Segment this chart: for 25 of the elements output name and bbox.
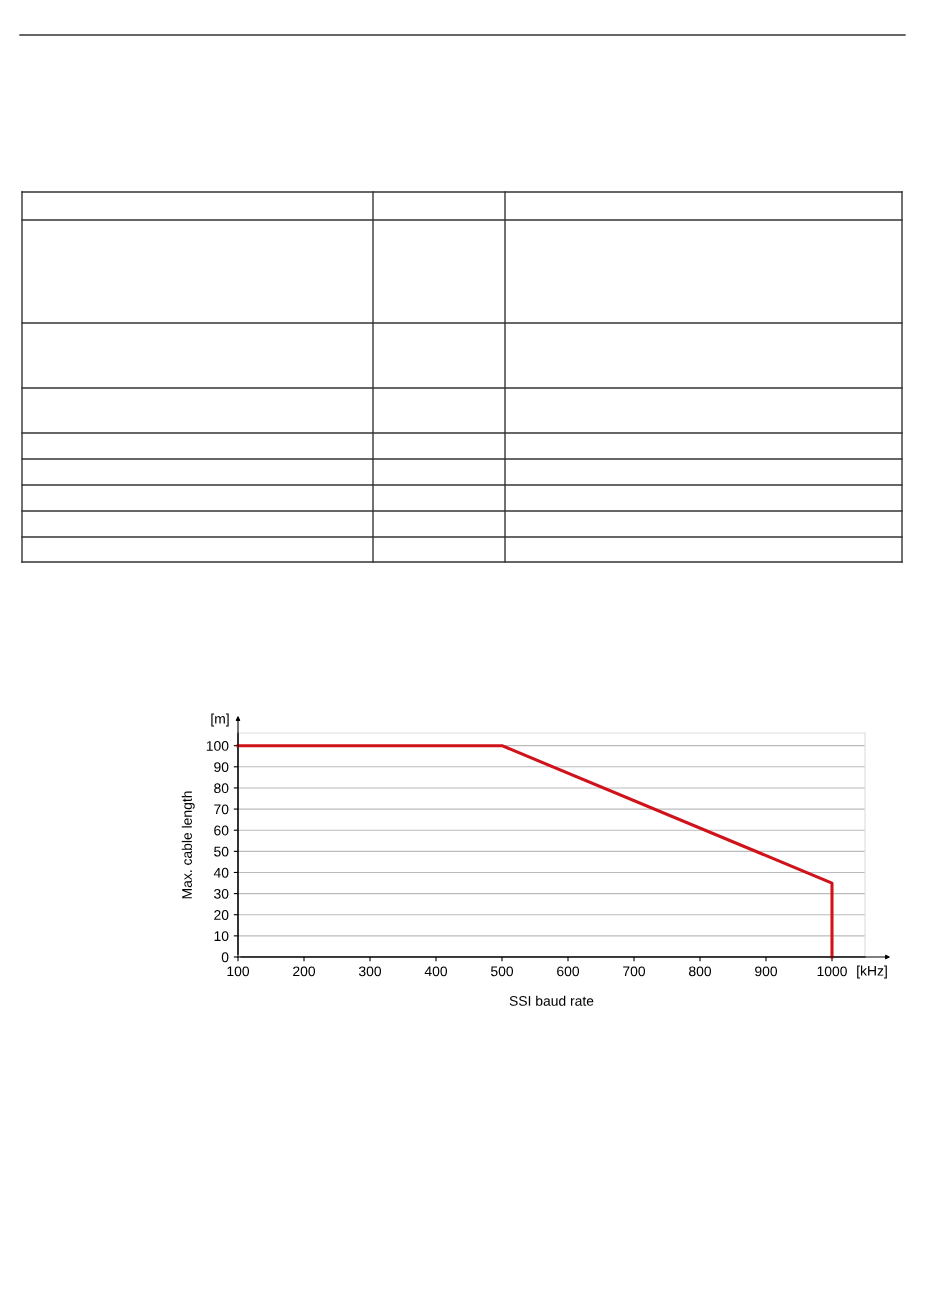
x-tick-label: 900 (755, 966, 778, 977)
x-tick-label: 1000 (817, 966, 847, 977)
x-tick-label: 800 (689, 966, 712, 977)
y-tick-label: 30 (214, 888, 229, 899)
y-axis-title: Max. cable length (181, 791, 195, 899)
x-tick-label: 100 (227, 966, 250, 977)
y-tick-label: 80 (214, 783, 229, 794)
text: [m] (211, 713, 229, 727)
x-tick-label: 600 (557, 966, 580, 977)
x-tick-label: 500 (490, 966, 514, 977)
y-tick-label: 50 (214, 846, 229, 857)
y-tick-label: 60 (214, 825, 229, 836)
x-tick-label: 400 (424, 966, 448, 977)
text: [kHz] (857, 965, 887, 979)
x-tick-label: 700 (623, 966, 646, 977)
x-axis-title: SSI baud rate (509, 995, 594, 1006)
x-tick-label: 200 (293, 966, 316, 977)
x-tick-label: 300 (358, 966, 382, 977)
y-tick-label: 20 (214, 910, 229, 920)
y-tick-label: 70 (214, 804, 229, 815)
y-tick-label: 100 (206, 741, 229, 751)
y-tick-label: 90 (214, 762, 229, 772)
y-tick-label: 40 (213, 867, 229, 878)
y-tick-label: 10 (214, 931, 229, 942)
y-tick-label: 0 (221, 952, 229, 963)
